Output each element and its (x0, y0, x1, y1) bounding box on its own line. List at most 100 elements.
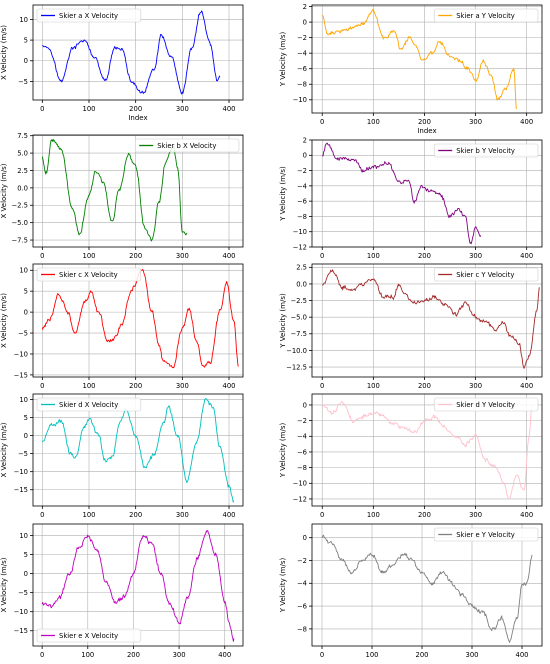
ax-a-x: 0 100 200 300 400 −5 0 5 10 Index X Velocity (m/s)… (0, 4, 244, 122)
y-tick-label: −5 (18, 450, 28, 458)
y-tick-label: −5 (18, 589, 28, 597)
y-tick-label: −2 (297, 34, 307, 42)
y-tick-label: −10 (14, 350, 28, 358)
legend-label: Skier b Y Velocity (456, 147, 515, 155)
y-tick-label: −2 (297, 167, 307, 175)
legend-label: Skier e Y Velocity (456, 531, 515, 539)
y-tick-label: −7.5 (290, 330, 307, 338)
x-tick-label: 400 (520, 382, 533, 390)
series-line (321, 142, 482, 245)
legend-label: Skier e X Velocity (59, 632, 118, 640)
y-tick-label: 2.5 (17, 167, 28, 175)
legend-box (433, 527, 539, 542)
x-tick-label: 300 (466, 651, 479, 659)
y-axis-label: Y Velocity (m/s) (279, 423, 287, 479)
y-tick-label: 0 (303, 152, 307, 160)
series-line (41, 530, 235, 642)
x-tick-label: 200 (418, 252, 431, 260)
x-tick-label: 0 (40, 105, 44, 113)
x-tick-label: 100 (367, 511, 380, 519)
legend-box (36, 267, 142, 282)
legend-label: Skier c X Velocity (59, 271, 118, 279)
y-tick-label: 0.0 (296, 280, 307, 288)
x-tick-label: 400 (520, 252, 533, 260)
ax-b-x: 0 100 200 300 400 −7.5 −5.0 −2.5 0.0 2.5 5.0 7.5 X V… (0, 132, 244, 260)
y-tick-label: −10.0 (286, 347, 307, 355)
x-tick-label: 100 (367, 252, 380, 260)
x-tick-label: 100 (81, 651, 94, 659)
y-tick-label: −4 (297, 50, 307, 58)
x-axis-label: Index (417, 127, 436, 135)
x-tick-label: 200 (129, 382, 142, 390)
y-tick-label: −8 (297, 213, 307, 221)
x-tick-label: 300 (469, 382, 482, 390)
x-tick-label: 100 (366, 651, 379, 659)
legend-label: Skier d X Velocity (59, 401, 118, 409)
y-axis-label: X Velocity (m/s) (0, 293, 8, 348)
axes-frame (32, 263, 244, 378)
y-tick-label: 0.0 (17, 184, 28, 192)
ax-c-y: 0 100 200 300 400 −12.5 −10.0 −7.5 −5.0 −2.5 0.0 2.… (279, 263, 543, 390)
y-tick-label: 7.5 (17, 132, 28, 140)
y-tick-label: 0 (24, 309, 28, 317)
y-tick-label: −10 (14, 468, 28, 476)
y-axis-label: X Velocity (m/s) (0, 163, 8, 218)
y-tick-label: −8 (297, 625, 307, 633)
y-axis-label: X Velocity (m/s) (0, 25, 8, 80)
axes-frame (32, 523, 244, 647)
y-tick-label: 0 (303, 534, 307, 542)
y-tick-label: −4 (297, 433, 307, 441)
y-tick-label: 2 (303, 3, 307, 11)
x-tick-label: 200 (129, 511, 142, 519)
y-tick-label: 5.0 (17, 149, 28, 157)
y-tick-label: −6 (297, 448, 307, 456)
legend-label: Skier c Y Velocity (456, 271, 514, 279)
y-tick-label: 5 (24, 414, 28, 422)
axes-frame (32, 393, 244, 507)
y-axis-label: Y Velocity (m/s) (279, 166, 287, 222)
y-tick-label: 10 (19, 396, 28, 404)
y-tick-label: −6 (297, 602, 307, 610)
y-tick-label: −10 (293, 228, 307, 236)
y-tick-label: −2 (297, 417, 307, 425)
x-tick-label: 100 (83, 252, 96, 260)
y-tick-label: 10 (19, 532, 28, 540)
ax-d-x: 0 100 200 300 400 −15 −10 −5 0 5 10 X Velocity (m/s… (0, 393, 244, 519)
x-tick-label: 0 (320, 252, 324, 260)
y-tick-label: −5.0 (290, 314, 307, 322)
series-line (41, 398, 235, 503)
axes-frame (311, 4, 543, 114)
y-tick-label: −4 (297, 182, 307, 190)
axes-frame (311, 263, 543, 378)
y-tick-label: −15 (14, 627, 28, 635)
y-tick-label: −8 (297, 81, 307, 89)
x-axis-label: Index (128, 114, 147, 122)
x-tick-label: 300 (469, 511, 482, 519)
x-tick-label: 300 (173, 651, 186, 659)
x-tick-label: 100 (83, 105, 96, 113)
y-tick-label: −10 (293, 480, 307, 488)
x-tick-label: 200 (418, 118, 431, 126)
y-tick-label: −15 (14, 371, 28, 379)
ax-b-y: 0 100 200 300 400 −12 −10 −8 −6 −4 −2 0 2 Y Velocity … (279, 136, 543, 260)
x-tick-label: 400 (223, 105, 236, 113)
x-tick-label: 400 (223, 511, 236, 519)
x-tick-label: 400 (520, 511, 533, 519)
y-tick-label: 5 (24, 37, 28, 45)
legend-box (36, 628, 142, 643)
y-tick-label: −2.5 (290, 297, 307, 305)
x-tick-label: 0 (40, 382, 44, 390)
y-tick-label: −12 (293, 243, 307, 251)
y-tick-label: 0 (24, 57, 28, 65)
series-line (42, 10, 221, 95)
y-tick-label: −5.0 (11, 219, 28, 227)
legend-box (433, 267, 539, 282)
legend-box (433, 143, 539, 158)
y-tick-label: −7.5 (11, 236, 28, 244)
series-line (41, 268, 239, 369)
y-tick-label: −5 (18, 329, 28, 337)
y-tick-label: −2.5 (11, 202, 28, 210)
ax-c-x: 0 100 200 300 400 −15 −10 −5 0 5 10 X Velocity (m/s… (0, 263, 244, 390)
